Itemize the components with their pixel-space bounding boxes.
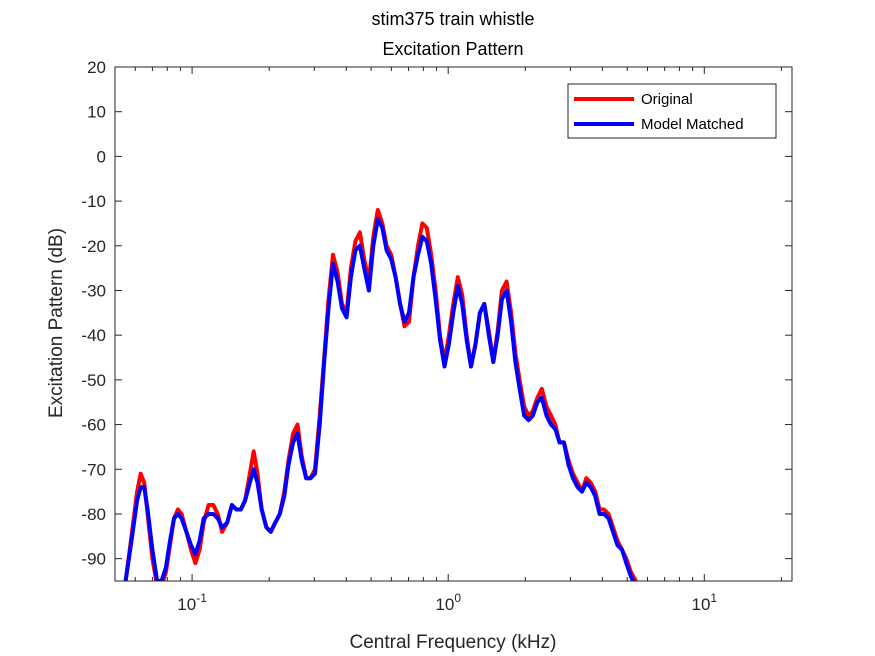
chart-subtitle: Excitation Pattern — [382, 39, 523, 59]
y-tick-label: -30 — [81, 281, 106, 300]
y-axis-label: Excitation Pattern (dB) — [46, 228, 67, 418]
x-axis-label: Central Frequency (kHz) — [350, 632, 557, 653]
y-tick-label: -20 — [81, 237, 106, 256]
y-tick-label: 10 — [87, 103, 106, 122]
series-line-2 — [123, 217, 636, 581]
y-tick-label: 20 — [87, 58, 106, 77]
y-tick-label: -50 — [81, 371, 106, 390]
y-tick-label: -40 — [81, 326, 106, 345]
y-tick-label: -90 — [81, 550, 106, 569]
y-tick-label: 0 — [97, 147, 106, 166]
legend: Original Model Matched — [567, 83, 777, 139]
x-tick-label: 100 — [435, 591, 461, 614]
series-line-1 — [123, 208, 638, 581]
x-tick-label: 101 — [691, 591, 717, 614]
legend-label-1: Original — [641, 91, 693, 108]
legend-box — [567, 83, 777, 139]
chart-title: stim375 train whistle — [371, 9, 534, 29]
y-tick-label: -60 — [81, 416, 106, 435]
y-tick-label: -10 — [81, 192, 106, 211]
legend-label-2: Model Matched — [641, 116, 744, 133]
y-tick-label: -70 — [81, 460, 106, 479]
axes-box — [114, 66, 793, 582]
y-tick-label: -80 — [81, 505, 106, 524]
x-tick-label: 10-1 — [177, 591, 207, 614]
